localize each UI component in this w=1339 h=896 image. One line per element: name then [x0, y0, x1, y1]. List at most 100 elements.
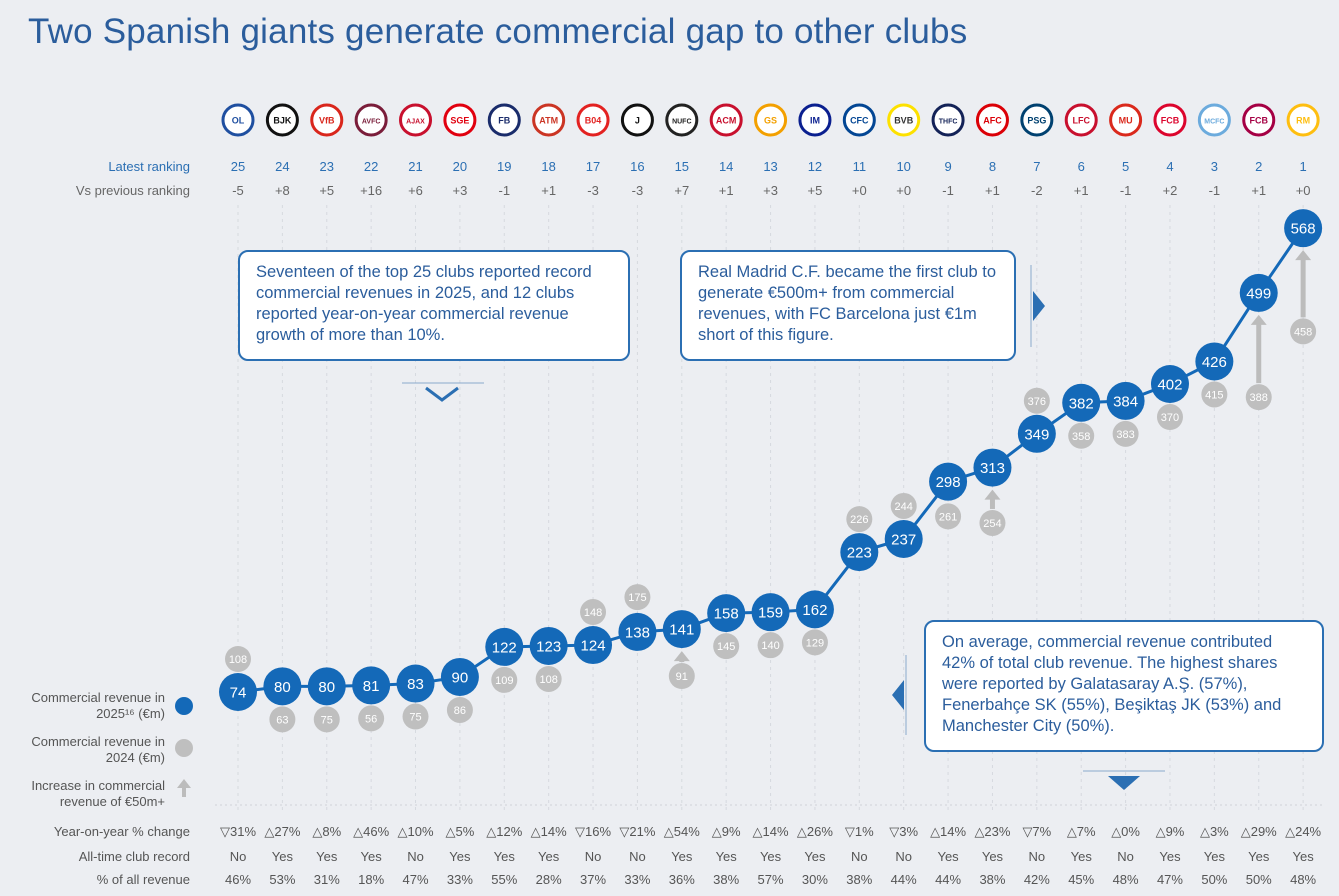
label-2025: 162 — [802, 602, 827, 619]
yoy-change: ▽3% — [889, 824, 918, 839]
increase-arrow-icon — [984, 489, 1001, 500]
label-2025: 568 — [1291, 221, 1316, 238]
point-2024 — [979, 509, 1006, 536]
club-logo-text: FCB — [1249, 116, 1268, 126]
record-label: All-time club record — [79, 849, 190, 864]
label-2024: 91 — [676, 671, 688, 683]
all-time-record: No — [895, 849, 912, 864]
label-2024: 458 — [1294, 326, 1312, 338]
vs-previous-ranking: +1 — [541, 183, 556, 198]
yoy-change: △54% — [664, 824, 700, 839]
point-2025 — [1239, 273, 1278, 312]
label-2024: 415 — [1205, 389, 1223, 401]
label-2025: 123 — [536, 638, 561, 655]
latest-ranking: 2 — [1255, 159, 1262, 174]
point-2024 — [1112, 420, 1139, 447]
vs-previous-ranking: -1 — [1120, 183, 1132, 198]
point-2025 — [263, 667, 302, 706]
all-time-record: Yes — [272, 849, 294, 864]
latest-ranking: 10 — [896, 159, 910, 174]
club-logo-ol — [221, 103, 255, 137]
club-logo-im — [798, 103, 832, 137]
label-2024: 376 — [1028, 396, 1046, 408]
label-2025: 223 — [847, 545, 872, 562]
vs-previous-ranking: -1 — [1209, 183, 1221, 198]
all-time-record: Yes — [1071, 849, 1093, 864]
club-logo-fb — [487, 103, 521, 137]
label-2025: 298 — [936, 474, 961, 491]
label-2025: 124 — [581, 638, 606, 655]
point-2024 — [757, 632, 784, 659]
club-logo-acm — [709, 103, 743, 137]
label-2025: 141 — [669, 622, 694, 639]
latest-ranking: 3 — [1211, 159, 1218, 174]
yoy-change: △8% — [312, 824, 341, 839]
club-logo-text: VfB — [319, 116, 335, 126]
label-2025: 74 — [230, 685, 247, 702]
vs-previous-ranking: +1 — [1074, 183, 1089, 198]
chevron-left-icon — [892, 680, 904, 710]
point-2025 — [529, 626, 568, 665]
share-of-revenue: 18% — [358, 872, 384, 887]
point-2025 — [574, 626, 613, 665]
yoy-label: Year-on-year % change — [54, 824, 190, 839]
vs-previous-label: Vs previous ranking — [76, 183, 190, 198]
yoy-change: △10% — [398, 824, 434, 839]
increase-arrow-icon — [1250, 314, 1267, 325]
increase-arrow-icon — [673, 651, 690, 662]
latest-ranking: 11 — [853, 159, 867, 174]
share-of-revenue: 44% — [891, 872, 917, 887]
share-of-revenue: 38% — [713, 872, 739, 887]
club-logo-ajax — [399, 103, 433, 137]
latest-ranking: 23 — [320, 159, 334, 174]
latest-ranking-label: Latest ranking — [108, 159, 190, 174]
latest-ranking: 17 — [586, 159, 600, 174]
share-of-revenue: 48% — [1113, 872, 1139, 887]
label-2024: 370 — [1161, 412, 1179, 424]
vs-previous-ranking: +6 — [408, 183, 423, 198]
label-2025: 158 — [714, 606, 739, 623]
share-of-revenue: 47% — [1157, 872, 1183, 887]
latest-ranking: 15 — [675, 159, 689, 174]
point-2025 — [352, 666, 391, 705]
yoy-change: △9% — [712, 824, 741, 839]
label-2024: 175 — [628, 592, 646, 604]
club-logo-psg — [1020, 103, 1054, 137]
point-2024 — [269, 706, 296, 733]
point-2024 — [1245, 384, 1272, 411]
share-of-revenue: 38% — [846, 872, 872, 887]
legend-arrow-icon — [177, 779, 191, 788]
label-2025: 402 — [1157, 377, 1182, 394]
latest-ranking: 20 — [453, 159, 467, 174]
share-of-revenue: 47% — [403, 872, 429, 887]
vs-previous-ranking: -5 — [232, 183, 244, 198]
label-2025: 382 — [1069, 395, 1094, 412]
club-logo-nufc — [665, 103, 699, 137]
vs-previous-ranking: +16 — [360, 183, 382, 198]
vs-previous-ranking: +3 — [452, 183, 467, 198]
callout-real-madrid: Real Madrid C.F. became the first club t… — [680, 250, 1016, 361]
share-of-revenue: 28% — [536, 872, 562, 887]
club-logo-fcb — [1242, 103, 1276, 137]
all-time-record: Yes — [449, 849, 471, 864]
share-of-revenue: 30% — [802, 872, 828, 887]
all-time-record: No — [407, 849, 424, 864]
point-2025 — [618, 612, 657, 651]
club-logo-text: MCFC — [1204, 119, 1224, 126]
callout-average-share: On average, commercial revenue contribut… — [924, 620, 1324, 752]
vs-previous-ranking: +1 — [1251, 183, 1266, 198]
label-2024: 388 — [1250, 392, 1268, 404]
increase-arrow-icon — [1295, 250, 1312, 261]
label-2024: 148 — [584, 607, 602, 619]
yoy-change: △29% — [1241, 824, 1277, 839]
label-2024: 108 — [539, 674, 557, 686]
label-2024: 129 — [806, 637, 824, 649]
point-2025 — [440, 657, 479, 696]
point-2024 — [446, 696, 473, 723]
share-of-revenue: 33% — [447, 872, 473, 887]
yoy-change: △46% — [353, 824, 389, 839]
all-time-record: Yes — [494, 849, 516, 864]
latest-ranking: 8 — [989, 159, 996, 174]
point-2024 — [624, 584, 651, 611]
